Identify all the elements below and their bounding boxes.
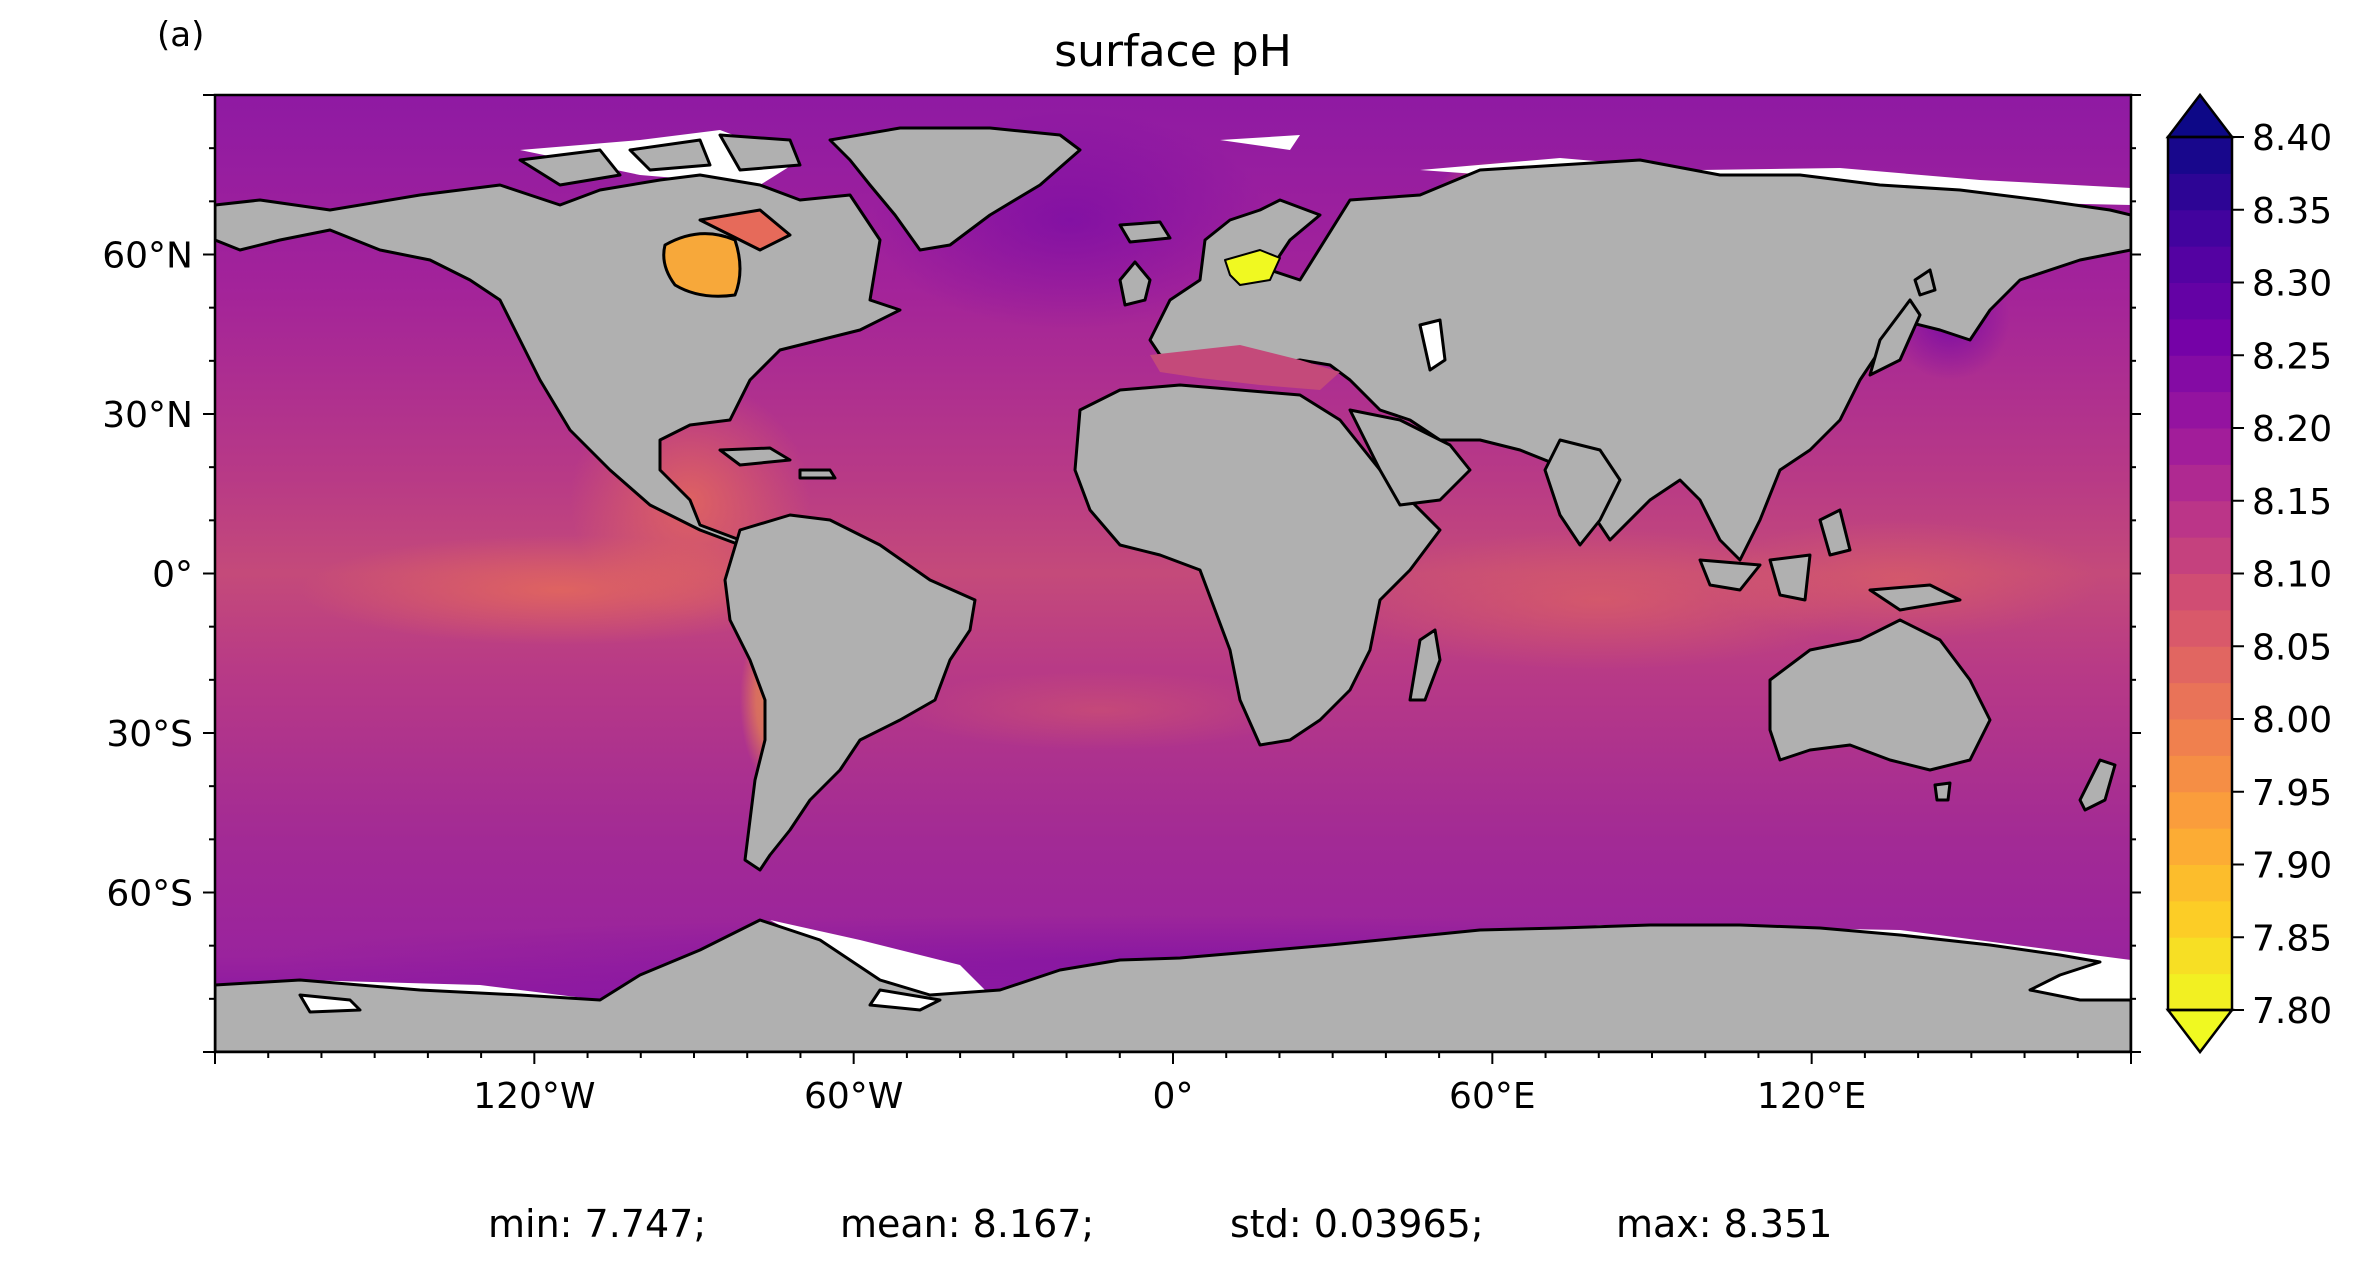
lon-tick-label: 60°E bbox=[1449, 1076, 1536, 1117]
colorbar-band bbox=[2168, 173, 2232, 211]
colorbar-ticks: 8.40 8.35 8.30 8.25 8.20 8.15 8.10 8.05 8.00 7.95… bbox=[2232, 118, 2332, 1032]
longitude-axis: 120°W 60°W 0° 60°E 120°E bbox=[214, 1052, 2132, 1117]
colorbar-band bbox=[2168, 864, 2232, 902]
colorbar-band bbox=[2168, 355, 2232, 393]
colorbar-tick-label: 8.40 bbox=[2252, 118, 2332, 159]
map-title: surface pH bbox=[1054, 26, 1292, 77]
lat-tick-label: 0° bbox=[152, 555, 193, 596]
south-america bbox=[723, 513, 977, 872]
colorbar-tick-label: 8.15 bbox=[2252, 482, 2332, 523]
colorbar: 8.40 8.35 8.30 8.25 8.20 8.15 8.10 8.05 8.00 7.95… bbox=[2165, 92, 2332, 1055]
lon-tick-label: 60°W bbox=[804, 1076, 903, 1117]
colorbar-tick-label: 8.00 bbox=[2252, 700, 2332, 741]
lat-tick-label: 60°N bbox=[102, 236, 193, 277]
colorbar-band bbox=[2168, 282, 2232, 320]
colorbar-band bbox=[2168, 428, 2232, 465]
lat-tick-label: 30°S bbox=[106, 714, 193, 755]
stat-std: std: 0.03965; bbox=[1230, 1202, 1484, 1246]
colorbar-extend-top bbox=[2165, 92, 2235, 139]
lon-tick-label: 0° bbox=[1153, 1076, 1194, 1117]
lon-tick-label: 120°E bbox=[1757, 1076, 1866, 1117]
colorbar-band bbox=[2168, 900, 2232, 938]
colorbar-extend-bottom bbox=[2165, 1008, 2235, 1055]
lat-tick-label: 30°N bbox=[102, 395, 193, 436]
antarctica bbox=[215, 918, 2131, 1052]
colorbar-band bbox=[2168, 973, 2232, 1011]
map-area bbox=[215, 95, 2131, 1052]
colorbar-tick-label: 8.05 bbox=[2252, 627, 2332, 668]
colorbar-band bbox=[2168, 937, 2232, 975]
stat-mean: mean: 8.167; bbox=[840, 1202, 1094, 1246]
colorbar-tick-label: 8.30 bbox=[2252, 264, 2332, 305]
stat-min: min: 7.747; bbox=[488, 1202, 706, 1246]
colorbar-band bbox=[2168, 209, 2232, 247]
colorbar-band bbox=[2168, 755, 2232, 793]
eurasia bbox=[1148, 158, 2131, 562]
colorbar-tick-label: 7.80 bbox=[2252, 991, 2332, 1032]
colorbar-band bbox=[2168, 391, 2232, 429]
colorbar-tick-label: 8.20 bbox=[2252, 409, 2332, 450]
colorbar-tick-label: 8.25 bbox=[2252, 336, 2332, 377]
land bbox=[215, 126, 2131, 1052]
panel-label: (a) bbox=[157, 15, 204, 55]
colorbar-tick-label: 7.85 bbox=[2252, 918, 2332, 959]
colorbar-tick-label: 8.35 bbox=[2252, 191, 2332, 232]
colorbar-band bbox=[2168, 828, 2232, 865]
colorbar-band bbox=[2168, 464, 2232, 502]
colorbar-band bbox=[2168, 719, 2232, 756]
colorbar-band bbox=[2168, 137, 2232, 174]
colorbar-band bbox=[2168, 791, 2232, 829]
colorbar-band bbox=[2168, 500, 2232, 538]
lat-tick-label: 60°S bbox=[106, 874, 193, 915]
colorbar-band bbox=[2168, 609, 2232, 647]
colorbar-band bbox=[2168, 646, 2232, 684]
stats-line: min: 7.747; mean: 8.167; std: 0.03965; m… bbox=[488, 1202, 1832, 1246]
colorbar-bands bbox=[2168, 137, 2232, 1011]
colorbar-band bbox=[2168, 537, 2232, 574]
colorbar-band bbox=[2168, 318, 2232, 356]
lon-tick-label: 120°W bbox=[473, 1076, 595, 1117]
colorbar-band bbox=[2168, 573, 2232, 611]
greenland bbox=[828, 126, 1082, 252]
colorbar-tick-label: 7.95 bbox=[2252, 773, 2332, 814]
australia bbox=[1768, 618, 1992, 772]
colorbar-band bbox=[2168, 246, 2232, 283]
hudson-bay bbox=[662, 232, 742, 298]
colorbar-tick-label: 8.10 bbox=[2252, 555, 2332, 596]
africa bbox=[1073, 383, 1442, 747]
latitude-axis: 60°N 30°N 0° 30°S 60°S bbox=[102, 94, 2141, 1053]
stat-max: max: 8.351 bbox=[1616, 1202, 1832, 1246]
colorbar-tick-label: 7.90 bbox=[2252, 846, 2332, 887]
colorbar-band bbox=[2168, 682, 2232, 720]
